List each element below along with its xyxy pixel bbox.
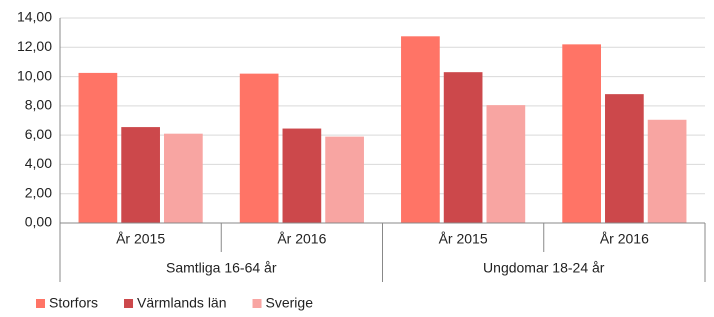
legend-label: Värmlands län xyxy=(137,295,227,311)
bar xyxy=(647,119,687,223)
y-tick-label: 2,00 xyxy=(25,184,52,200)
x-tick-label: År 2016 xyxy=(600,231,649,247)
y-tick-label: 6,00 xyxy=(25,126,52,142)
x-tick-label: År 2015 xyxy=(439,231,488,247)
bar xyxy=(121,127,160,223)
y-tick-label: 12,00 xyxy=(17,38,52,54)
bar xyxy=(282,128,322,223)
legend-label: Storfors xyxy=(49,295,98,311)
bar xyxy=(401,36,440,223)
bar xyxy=(239,73,279,224)
legend-swatch xyxy=(124,299,134,308)
y-tick-label: 14,00 xyxy=(17,9,52,25)
group-label: Samtliga 16-64 år xyxy=(166,260,277,276)
x-tick-label: År 2015 xyxy=(116,231,165,247)
group-label: Ungdomar 18-24 år xyxy=(483,260,605,276)
bar xyxy=(325,136,364,223)
y-tick-label: 8,00 xyxy=(25,97,52,113)
y-tick-label: 4,00 xyxy=(25,155,52,171)
bar xyxy=(605,94,644,224)
y-tick-label: 10,00 xyxy=(17,67,52,83)
bar xyxy=(78,72,118,224)
legend-label: Sverige xyxy=(266,295,314,311)
y-tick-label: 0,00 xyxy=(25,214,52,230)
bar xyxy=(443,72,483,223)
bar xyxy=(164,133,203,223)
bar xyxy=(562,44,601,223)
x-tick-label: År 2016 xyxy=(277,231,326,247)
legend-swatch xyxy=(36,299,45,308)
bar xyxy=(486,105,526,223)
legend-swatch xyxy=(252,299,262,308)
